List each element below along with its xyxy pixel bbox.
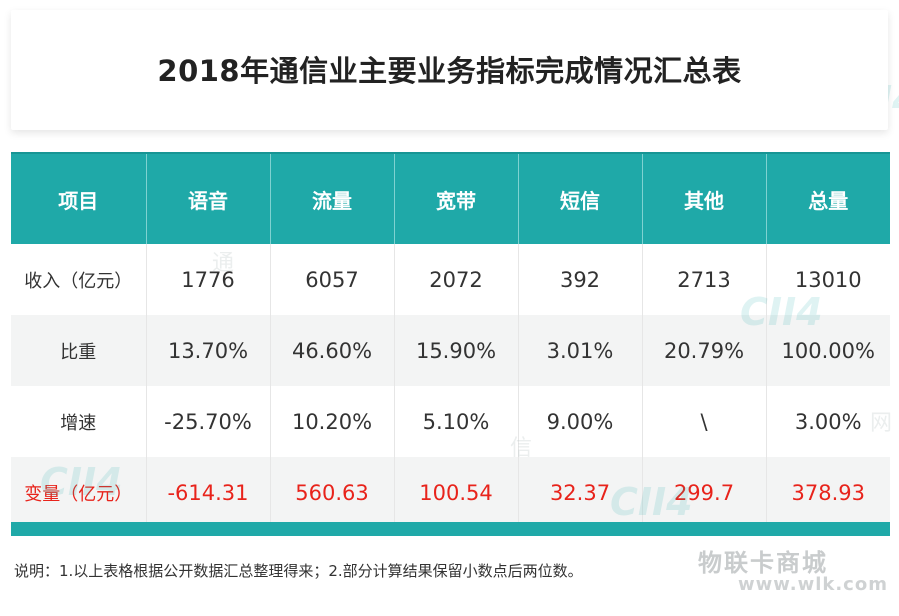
title-card — [11, 10, 888, 130]
table-cell: 560.63 — [270, 457, 395, 528]
table-cell: 9.00% — [518, 386, 643, 457]
table-cell: 2072 — [394, 244, 519, 315]
table-cell: 100.00% — [766, 315, 890, 386]
header-cell-total: 总量 — [766, 152, 890, 244]
row-label: 增速 — [11, 386, 147, 457]
table-cell: 1776 — [146, 244, 271, 315]
row-label: 比重 — [11, 315, 147, 386]
summary-table-wrapper: 项目 语音 流量 宽带 短信 其他 总量 收入（亿元） 1776 6057 20… — [11, 152, 890, 528]
table-cell: -614.31 — [146, 457, 271, 528]
header-cell-voice: 语音 — [146, 152, 271, 244]
table-cell: 15.90% — [394, 315, 519, 386]
page-title: 2018年通信业主要业务指标完成情况汇总表 — [157, 54, 742, 88]
table-cell: 2713 — [642, 244, 767, 315]
table-cell: 392 — [518, 244, 643, 315]
table-cell: 32.37 — [518, 457, 643, 528]
table-cell: 3.00% — [766, 386, 890, 457]
header-cell-traffic: 流量 — [270, 152, 395, 244]
table-row-share: 比重 13.70% 46.60% 15.90% 3.01% 20.79% 100… — [11, 315, 890, 386]
table-bottom-bar — [11, 522, 890, 536]
brand-logo-url: www.wlk.com — [738, 574, 888, 595]
table-cell: 3.01% — [518, 315, 643, 386]
table-cell: 100.54 — [394, 457, 519, 528]
header-cell-sms: 短信 — [518, 152, 643, 244]
table-cell: \ — [642, 386, 767, 457]
table-header-row: 项目 语音 流量 宽带 短信 其他 总量 — [11, 152, 890, 244]
table-cell: 46.60% — [270, 315, 395, 386]
table-cell: 13.70% — [146, 315, 271, 386]
table-cell: 6057 — [270, 244, 395, 315]
table-cell: 10.20% — [270, 386, 395, 457]
header-cell-broadband: 宽带 — [394, 152, 519, 244]
table-cell: 20.79% — [642, 315, 767, 386]
table-cell: -25.70% — [146, 386, 271, 457]
table-row-change: 变量（亿元） -614.31 560.63 100.54 32.37 299.7… — [11, 457, 890, 528]
header-cell-other: 其他 — [642, 152, 767, 244]
brand-logo-text: 物联卡商城 — [698, 549, 828, 577]
footnote: 说明：1.以上表格根据公开数据汇总整理得来；2.部分计算结果保留小数点后两位数。 — [14, 562, 583, 580]
row-label: 变量（亿元） — [11, 457, 147, 528]
table-row-revenue: 收入（亿元） 1776 6057 2072 392 2713 13010 — [11, 244, 890, 315]
summary-table: 项目 语音 流量 宽带 短信 其他 总量 收入（亿元） 1776 6057 20… — [11, 152, 890, 528]
table-cell: 299.7 — [642, 457, 767, 528]
table-cell: 5.10% — [394, 386, 519, 457]
table-cell: 13010 — [766, 244, 890, 315]
table-row-growth: 增速 -25.70% 10.20% 5.10% 9.00% \ 3.00% — [11, 386, 890, 457]
row-label: 收入（亿元） — [11, 244, 147, 315]
table-cell: 378.93 — [766, 457, 890, 528]
header-cell-item: 项目 — [11, 152, 147, 244]
